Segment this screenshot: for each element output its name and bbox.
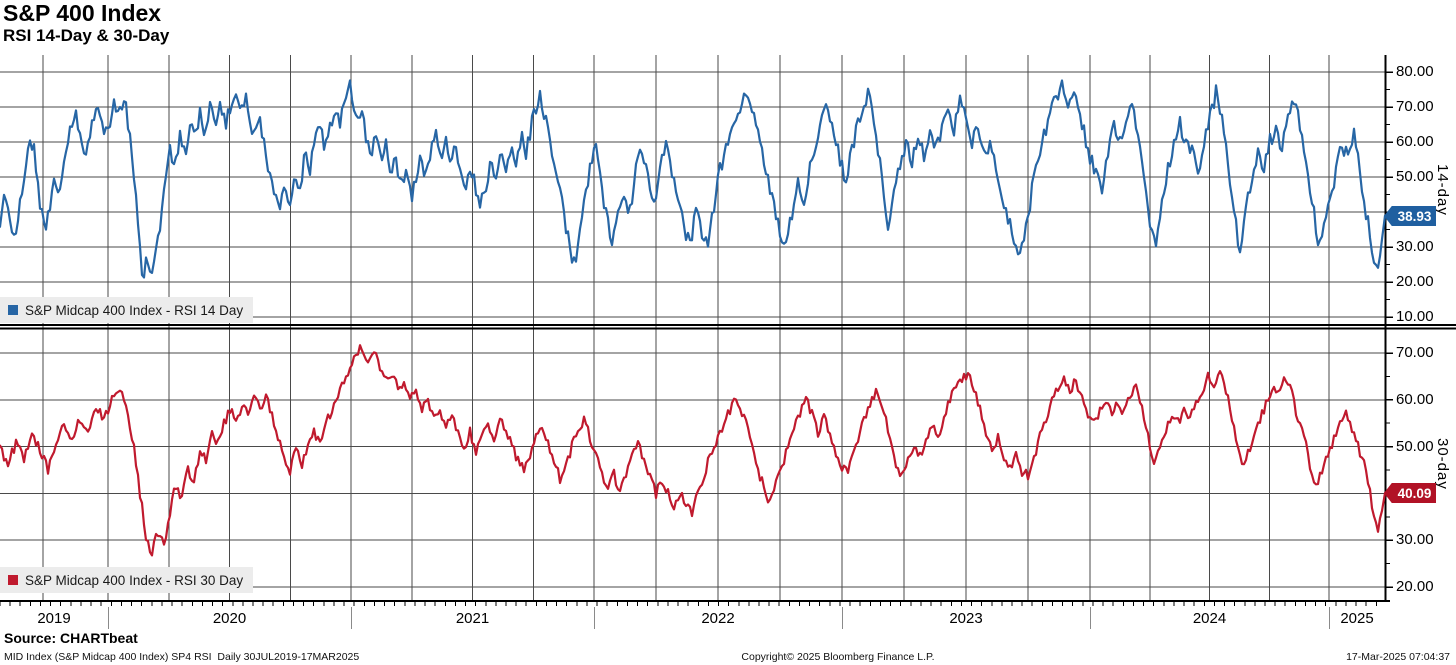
y-axis-tick-label: 20.00 bbox=[1396, 273, 1434, 290]
axis-side-label-14-day: 14-day bbox=[1434, 164, 1451, 216]
year-separator bbox=[1329, 607, 1330, 629]
source-credit: Source: CHARTbeat bbox=[4, 630, 138, 646]
x-year-label: 2023 bbox=[949, 610, 983, 627]
timestamp: 17-Mar-2025 07:04:37 bbox=[1346, 651, 1450, 663]
x-year-label: 2025 bbox=[1340, 610, 1374, 627]
y-axis-tick-label: 70.00 bbox=[1396, 344, 1434, 361]
y-axis-tick-label: 30.00 bbox=[1396, 531, 1434, 549]
copyright-notice: Copyright© 2025 Bloomberg Finance L.P. bbox=[741, 651, 935, 663]
legend-label: S&P Midcap 400 Index - RSI 14 Day bbox=[25, 302, 244, 318]
x-year-label: 2022 bbox=[701, 610, 735, 627]
x-year-label: 2019 bbox=[37, 610, 71, 627]
last-value-badge-14-day: 38.93 bbox=[1384, 206, 1436, 226]
year-separator bbox=[1090, 607, 1091, 629]
y-axis-tick-label: 50.00 bbox=[1396, 437, 1434, 455]
series-30-day bbox=[0, 344, 1387, 557]
x-year-label: 2024 bbox=[1192, 610, 1227, 627]
page-title: S&P 400 Index bbox=[3, 0, 162, 26]
year-separator bbox=[108, 607, 109, 629]
last-value-badge-30-day: 40.09 bbox=[1384, 483, 1436, 503]
axis-side-label-30-day: 30-day bbox=[1434, 438, 1451, 490]
x-year-label: 2021 bbox=[455, 610, 490, 627]
year-separator bbox=[594, 607, 595, 629]
year-separator bbox=[842, 607, 843, 629]
axes bbox=[0, 55, 1456, 606]
y-axis-tick-label: 60.00 bbox=[1396, 133, 1434, 150]
y-axis-tick-label: 60.00 bbox=[1396, 390, 1434, 408]
legend-label: S&P Midcap 400 Index - RSI 30 Day bbox=[25, 572, 244, 588]
legend-rsi-14-day[interactable]: S&P Midcap 400 Index - RSI 14 Day bbox=[0, 297, 254, 323]
y-axis-tick-label: 10.00 bbox=[1396, 308, 1434, 325]
y-axis-tick-label: 20.00 bbox=[1396, 578, 1434, 595]
y-axis-tick-label: 30.00 bbox=[1396, 238, 1434, 255]
page-subtitle: RSI 14-Day & 30-Day bbox=[3, 26, 170, 45]
rsi-14-day-swatch-icon bbox=[8, 305, 18, 315]
chart-header: S&P 400 Index RSI 14-Day & 30-Day bbox=[3, 0, 169, 45]
y-axis-tick-label: 80.00 bbox=[1396, 63, 1434, 80]
y-axis-tick-label: 70.00 bbox=[1396, 98, 1434, 115]
security-description: MID Index (S&P Midcap 400 Index) SP4 RSI… bbox=[4, 651, 360, 663]
series-14-day bbox=[0, 79, 1387, 279]
y-axis-tick-label: 50.00 bbox=[1396, 168, 1434, 185]
rsi-30-day-swatch-icon bbox=[8, 575, 18, 585]
x-year-label: 2020 bbox=[212, 610, 247, 627]
year-separator bbox=[351, 607, 352, 629]
legend-rsi-30-day[interactable]: S&P Midcap 400 Index - RSI 30 Day bbox=[0, 567, 254, 593]
